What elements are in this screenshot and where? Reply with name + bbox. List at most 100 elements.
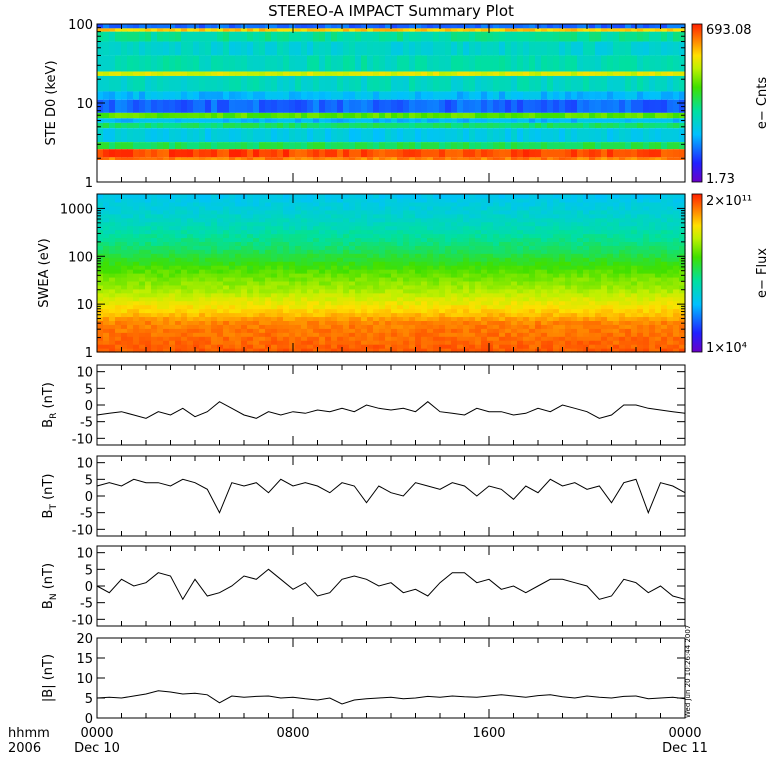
swea-cell <box>439 328 446 333</box>
swea-cell <box>343 340 350 345</box>
swea-cell <box>367 300 374 306</box>
ste-cell <box>373 99 380 113</box>
swea-cell <box>427 284 434 290</box>
swea-cell <box>145 324 152 329</box>
swea-cell <box>169 265 176 270</box>
swea-cell <box>139 269 146 274</box>
ste-cell <box>469 118 476 123</box>
swea-cell <box>583 284 590 290</box>
swea-cell <box>463 261 470 266</box>
ste-cell <box>529 24 536 29</box>
ste-cell <box>325 149 332 158</box>
swea-cell <box>499 276 506 282</box>
ste-cell <box>127 71 134 76</box>
ste-cell <box>625 28 632 32</box>
ste-cell <box>223 24 230 29</box>
swea-cell <box>451 316 458 321</box>
swea-cell <box>265 225 272 231</box>
swea-cell <box>511 237 518 242</box>
swea-cell <box>391 237 398 242</box>
swea-cell <box>427 344 434 349</box>
swea-cell <box>193 288 200 294</box>
swea-cell <box>181 265 188 270</box>
swea-cell <box>517 269 524 274</box>
swea-cell <box>487 257 494 262</box>
ste-cell <box>475 157 482 160</box>
ste-cell <box>397 28 404 32</box>
ste-cell <box>493 71 500 76</box>
ste-cell <box>205 91 212 100</box>
ste-cell <box>199 149 206 158</box>
swea-cell <box>259 296 266 302</box>
ste-cell <box>319 71 326 76</box>
ste-cell <box>133 31 140 42</box>
ste-cell <box>655 55 662 72</box>
ste-cell <box>439 142 446 150</box>
swea-cell <box>499 308 506 314</box>
swea-cell <box>511 312 518 318</box>
swea-cell <box>643 241 650 246</box>
ste-cell <box>421 149 428 158</box>
ste-cell <box>253 71 260 76</box>
swea-cell <box>217 280 224 286</box>
swea-cell <box>403 225 410 231</box>
swea-cell <box>361 300 368 306</box>
swea-cell <box>379 320 386 325</box>
swea-cell <box>361 217 368 223</box>
swea-cell <box>649 245 656 250</box>
swea-cell <box>457 280 464 286</box>
swea-cell <box>145 332 152 337</box>
swea-cell <box>121 253 128 258</box>
swea-cell <box>637 245 644 250</box>
ste-colorbar <box>691 23 703 183</box>
swea-cell <box>397 312 404 318</box>
swea-cell <box>259 292 266 298</box>
swea-cell <box>235 340 242 345</box>
swea-cell <box>103 320 110 325</box>
ste-cell <box>271 55 278 72</box>
swea-cell <box>445 340 452 345</box>
swea-cell <box>445 328 452 333</box>
swea-cell <box>337 348 344 353</box>
swea-cell <box>667 312 674 318</box>
ste-cell <box>151 24 158 29</box>
swea-cell <box>271 344 278 349</box>
swea-cell <box>649 261 656 266</box>
swea-cell <box>631 261 638 266</box>
ste-cell <box>523 24 530 29</box>
swea-cell <box>355 304 362 310</box>
swea-cell <box>553 257 560 262</box>
swea-cell <box>319 340 326 345</box>
swea-cell <box>187 229 194 235</box>
swea-cell <box>553 324 560 329</box>
swea-cell <box>409 336 416 341</box>
swea-cell <box>649 284 656 290</box>
swea-cell <box>385 257 392 262</box>
ste-cell <box>259 149 266 158</box>
swea-cell <box>499 304 506 310</box>
swea-cell <box>577 249 584 254</box>
swea-cell <box>313 257 320 262</box>
swea-cell <box>157 273 164 278</box>
ste-cell <box>469 157 476 160</box>
swea-cell <box>655 288 662 294</box>
swea-cell <box>373 245 380 250</box>
swea-cell <box>613 324 620 329</box>
swea-cell <box>637 257 644 262</box>
swea-cell <box>295 237 302 242</box>
ste-cell <box>169 122 176 129</box>
swea-cell <box>127 265 134 270</box>
swea-cell <box>313 269 320 274</box>
swea-cell <box>619 328 626 333</box>
ste-cell <box>355 112 362 119</box>
swea-cell <box>115 296 122 302</box>
swea-cell <box>439 276 446 282</box>
swea-cell <box>661 296 668 302</box>
swea-cell <box>643 233 650 239</box>
ste-cell <box>193 28 200 32</box>
ste-cell <box>415 142 422 150</box>
swea-cell <box>457 312 464 318</box>
swea-cell <box>127 320 134 325</box>
ste-cell <box>469 149 476 158</box>
swea-cell <box>325 340 332 345</box>
